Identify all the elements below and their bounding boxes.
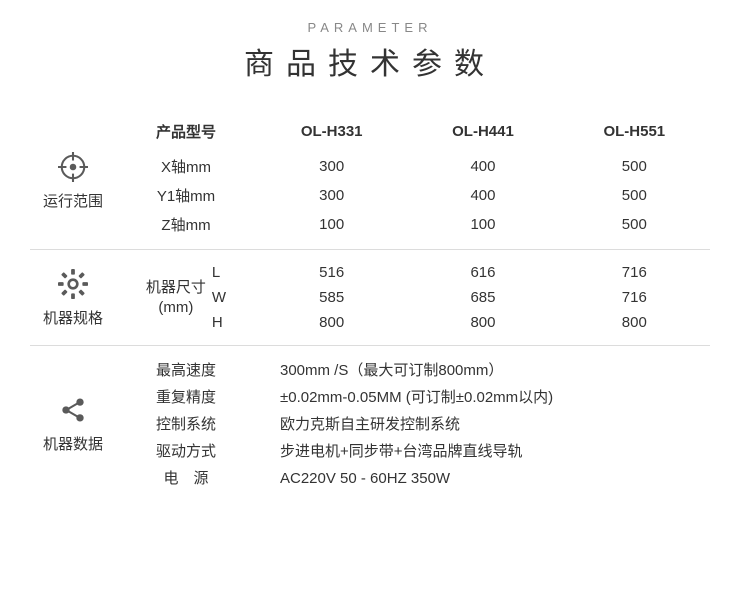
data-value: 欧力克斯自主研发控制系统 [256,413,710,434]
cell: 400 [407,158,558,175]
data-row: 电 源 AC220V 50 - 60HZ 350W [116,464,710,491]
table-row: X轴mm 300 400 500 [116,152,710,181]
data-row: 控制系统 欧力克斯自主研发控制系统 [116,410,710,437]
data-row: 驱动方式 步进电机+同步带+台湾品牌直线导轨 [116,437,710,464]
cell: 800 [559,314,710,331]
section-range: 运行范围 产品型号 OL-H331 OL-H441 OL-H551 X轴mm 3… [30,111,710,249]
cell: 716 [559,289,710,306]
model-header-row: 产品型号 OL-H331 OL-H441 OL-H551 [116,121,710,142]
cell: 585 [256,289,407,306]
gear-icon [30,267,116,301]
data-label: 驱动方式 [116,440,256,461]
cell: 800 [407,314,558,331]
model-col-0: OL-H331 [256,123,407,140]
cell: 516 [256,264,407,281]
cell: 800 [256,314,407,331]
dim-w: W [212,289,226,306]
spec-dim-name-1: 机器尺寸 [146,278,206,298]
table-row: 516 616 716 [256,260,710,285]
range-rows: X轴mm 300 400 500 Y1轴mm 300 400 500 Z轴mm … [116,152,710,239]
section-spec: 机器规格 机器尺寸 (mm) L W H 516 616 716 [30,250,710,345]
data-label: 电 源 [116,467,256,488]
data-label: 控制系统 [116,413,256,434]
cell: 716 [559,264,710,281]
table-row: 585 685 716 [256,285,710,310]
table-row: Y1轴mm 300 400 500 [116,181,710,210]
header-subtitle: PARAMETER [30,20,710,35]
header-title: 商品技术参数 [30,39,710,83]
data-row: 重复精度 ±0.02mm-0.05MM (可订制±0.02mm以内) [116,383,710,410]
cell: 500 [559,216,710,233]
row-label: Y1轴mm [116,185,256,206]
cell: 500 [559,187,710,204]
cell: 685 [407,289,558,306]
model-header-label: 产品型号 [116,121,256,142]
cell: 400 [407,187,558,204]
header: PARAMETER 商品技术参数 [30,20,710,83]
cell: 616 [407,264,558,281]
row-label: Z轴mm [116,214,256,235]
data-value: 步进电机+同步带+台湾品牌直线导轨 [256,440,710,461]
cell: 100 [256,216,407,233]
section-label-range: 运行范围 [30,190,116,211]
data-value: 300mm /S（最大可订制800mm） [256,359,710,380]
section-data: 机器数据 最高速度 300mm /S（最大可订制800mm） 重复精度 ±0.0… [30,346,710,501]
table-row: Z轴mm 100 100 500 [116,210,710,239]
section-label-data: 机器数据 [30,433,116,454]
data-value: AC220V 50 - 60HZ 350W [256,470,710,487]
data-label: 重复精度 [116,386,256,407]
data-row: 最高速度 300mm /S（最大可订制800mm） [116,356,710,383]
section-label-spec: 机器规格 [30,307,116,328]
cell: 300 [256,187,407,204]
cell: 500 [559,158,710,175]
data-label: 最高速度 [116,359,256,380]
spec-dim-name-2: (mm) [146,298,206,318]
data-value: ±0.02mm-0.05MM (可订制±0.02mm以内) [256,386,710,407]
spec-dim-label: 机器尺寸 (mm) L W H [116,264,256,331]
model-col-2: OL-H551 [559,123,710,140]
section-side-spec: 机器规格 [30,267,116,328]
crosshair-icon [30,150,116,184]
section-side-range: 运行范围 [30,150,116,211]
table-row: 800 800 800 [256,310,710,335]
dim-h: H [212,314,226,331]
model-col-1: OL-H441 [407,123,558,140]
cell: 100 [407,216,558,233]
section-side-data: 机器数据 [30,393,116,454]
cell: 300 [256,158,407,175]
dim-l: L [212,264,226,281]
share-icon [30,393,116,427]
row-label: X轴mm [116,156,256,177]
